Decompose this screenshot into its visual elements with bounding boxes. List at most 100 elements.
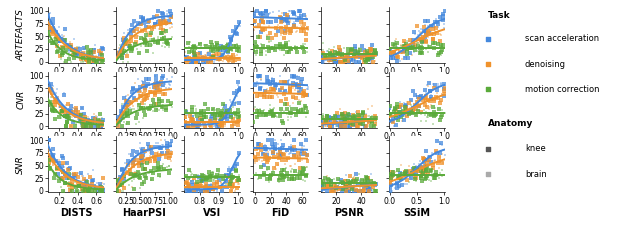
Point [293,76,303,80]
Point [265,107,275,111]
Point [433,167,444,170]
Point [264,110,275,114]
Point [423,30,433,33]
Point [263,47,273,51]
Point [416,172,426,175]
Point [115,175,125,179]
Point [291,107,301,110]
Point [210,45,220,49]
Point [80,56,90,60]
Point [276,155,286,158]
Point [417,47,428,51]
Point [420,178,430,181]
Point [122,104,132,108]
Point [97,187,108,191]
Point [213,108,223,112]
Point [296,144,307,148]
Point [363,124,373,128]
Point [157,152,167,155]
Point [433,53,444,57]
Point [259,48,269,51]
Point [67,183,77,187]
Point [77,184,87,188]
Point [152,38,163,41]
Point [264,156,274,160]
Point [189,104,200,108]
Point [145,150,156,153]
Point [213,121,223,124]
Point [248,43,258,46]
Point [152,107,162,110]
Point [258,93,268,97]
Point [257,111,268,114]
Point [122,99,132,102]
Point [205,189,215,193]
Point [282,80,292,84]
Point [153,18,163,22]
Point [227,47,237,51]
Point [357,57,367,61]
Point [321,186,331,190]
Point [133,102,143,106]
Point [198,59,208,62]
Point [87,120,97,123]
Point [201,53,211,57]
Point [184,58,195,62]
Point [283,90,293,94]
Point [321,56,331,60]
Point [124,152,134,155]
Point [347,118,357,122]
Point [264,25,274,28]
Point [415,95,425,99]
Point [59,105,69,109]
Point [371,55,381,58]
Point [78,122,88,126]
Point [291,148,301,151]
Point [212,181,222,184]
Point [158,41,168,44]
Point [232,94,243,98]
Point [229,175,239,179]
Point [385,119,395,123]
Point [327,124,337,128]
Point [406,53,417,56]
Point [401,109,412,113]
Point [139,160,149,164]
Point [348,57,358,61]
Point [156,147,166,150]
Point [119,111,129,115]
Point [76,112,86,115]
Point [436,141,446,145]
Point [64,50,74,53]
Point [45,25,56,28]
Point [129,19,139,22]
Point [114,183,124,187]
Point [342,189,352,193]
Point [125,109,136,113]
Point [157,28,168,31]
Point [332,186,342,190]
Point [429,176,440,179]
Point [48,109,58,113]
Point [411,102,421,105]
Point [193,118,203,122]
Point [327,58,337,61]
Point [160,138,170,142]
Point [258,11,268,14]
Point [205,186,216,190]
Point [429,97,439,101]
Point [280,162,290,166]
Point [67,115,77,119]
Point [400,171,410,175]
Point [45,26,55,30]
Point [277,17,287,21]
Point [349,183,360,187]
Point [298,42,308,46]
Point [201,189,211,193]
Point [142,17,152,21]
Point [162,12,172,16]
Point [234,152,244,155]
Point [365,172,376,176]
Point [96,124,106,128]
Point [124,32,134,35]
